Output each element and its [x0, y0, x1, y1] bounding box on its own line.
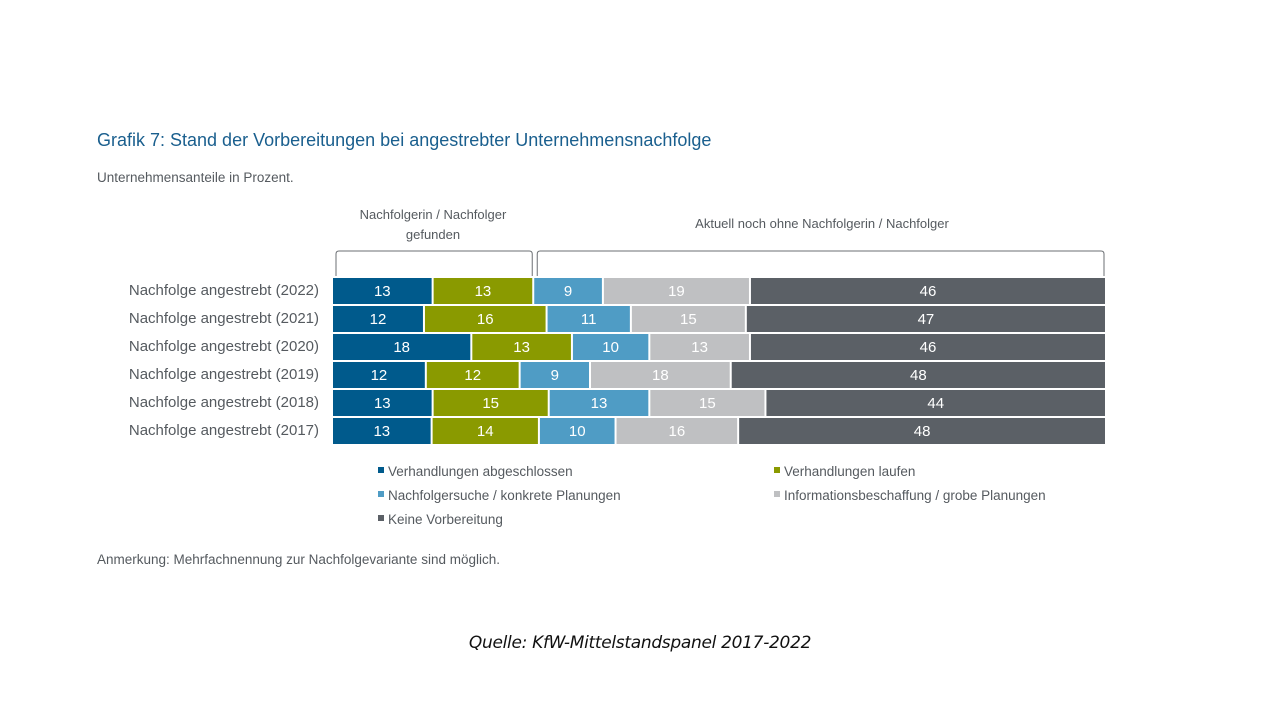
bar-segment	[333, 334, 471, 360]
bar-value-label: 12	[371, 367, 388, 384]
bar-segment	[333, 390, 432, 416]
bar-value-label: 15	[680, 311, 697, 328]
bar-segment	[549, 390, 649, 416]
bar-segment	[433, 278, 533, 304]
legend-item-3: Informationsbeschaffung / grobe Planunge…	[774, 488, 1046, 503]
bar-value-label: 48	[910, 367, 927, 384]
bar-segment	[572, 334, 649, 360]
bar-value-label: 19	[668, 283, 685, 300]
bar-value-label: 11	[581, 311, 597, 328]
source-caption: Quelle: KfW-Mittelstandspanel 2017-2022	[468, 633, 812, 653]
bar-value-label: 13	[475, 283, 492, 300]
bar-segment	[333, 362, 425, 388]
bar-value-label: 13	[373, 423, 390, 440]
bar-segment	[731, 362, 1105, 388]
bar-segment	[432, 418, 538, 444]
chart-title: Grafik 7: Stand der Vorbereitungen bei a…	[97, 130, 712, 150]
group-label-found-line2: gefunden	[405, 227, 461, 242]
legend-swatch	[774, 467, 780, 474]
group-label-not-found: Aktuell noch ohne Nachfolgerin / Nachfol…	[537, 214, 1107, 234]
bar-value-label: 15	[482, 395, 499, 412]
bar-segment	[750, 278, 1105, 304]
bar-value-label: 12	[370, 311, 387, 328]
bar-value-label: 14	[477, 423, 494, 440]
bar-segment	[333, 418, 431, 444]
bar-segment	[333, 278, 432, 304]
bar-segment	[750, 334, 1105, 360]
bar-value-label: 10	[602, 339, 619, 356]
bar-value-label: 16	[477, 311, 494, 328]
bar-segment	[426, 362, 519, 388]
bar-segment	[766, 390, 1105, 416]
row-label: Nachfolge angestrebt (2018)	[128, 394, 319, 411]
group-label-not-found-line1: Aktuell noch ohne Nachfolgerin / Nachfol…	[695, 216, 949, 231]
bar-value-label: 12	[464, 367, 481, 384]
bar-value-label: 18	[652, 367, 669, 384]
legend-item-1: Verhandlungen laufen	[774, 464, 915, 479]
legend-label: Verhandlungen laufen	[784, 464, 916, 479]
bar-segment	[424, 306, 546, 332]
bar-value-label: 18	[393, 339, 410, 356]
legend-label: Keine Vorbereitung	[388, 512, 503, 527]
bar-value-label: 10	[569, 423, 586, 440]
chart-note: Anmerkung: Mehrfachnennung zur Nachfolge…	[97, 552, 500, 567]
bar-segment	[739, 418, 1105, 444]
legend-swatch	[378, 515, 384, 522]
bar-value-label: 44	[927, 395, 944, 412]
legend-swatch	[378, 491, 384, 498]
legend-label: Verhandlungen abgeschlossen	[388, 464, 573, 479]
bar-segment	[333, 306, 423, 332]
bar-segment	[591, 362, 730, 388]
bar-segment	[650, 334, 749, 360]
legend-item-2: Nachfolgersuche / konkrete Planungen	[378, 488, 621, 503]
legend-label: Nachfolgersuche / konkrete Planungen	[388, 488, 621, 503]
bar-value-label: 13	[374, 395, 391, 412]
legend-item-0: Verhandlungen abgeschlossen	[378, 464, 573, 479]
bar-value-label: 15	[699, 395, 716, 412]
row-label: Nachfolge angestrebt (2017)	[128, 422, 319, 439]
group-label-found-line1: Nachfolgerin / Nachfolger	[359, 207, 507, 222]
bar-segment	[616, 418, 738, 444]
bar-value-label: 16	[669, 423, 686, 440]
bar-segment	[534, 278, 602, 304]
bar-value-label: 13	[513, 339, 530, 356]
legend-item-4: Keine Vorbereitung	[378, 512, 503, 527]
row-label: Nachfolge angestrebt (2022)	[128, 282, 319, 299]
bar-value-label: 13	[591, 395, 608, 412]
bar-value-label: 9	[551, 367, 559, 384]
bar-value-label: 47	[918, 311, 935, 328]
bar-segment	[547, 306, 630, 332]
legend-swatch	[774, 491, 780, 498]
bar-value-label: 46	[920, 283, 937, 300]
legend-swatch	[378, 467, 384, 474]
bar-segment	[631, 306, 745, 332]
bar-segment	[603, 278, 749, 304]
bar-value-label: 48	[914, 423, 931, 440]
bar-value-label: 13	[691, 339, 708, 356]
bar-value-label: 13	[374, 283, 391, 300]
row-label: Nachfolge angestrebt (2020)	[128, 338, 319, 355]
group-label-found: Nachfolgerin / Nachfolger gefunden	[333, 205, 533, 245]
row-label: Nachfolge angestrebt (2019)	[128, 366, 319, 383]
bar-value-label: 9	[564, 283, 572, 300]
legend-label: Informationsbeschaffung / grobe Planunge…	[784, 488, 1046, 503]
bar-segment	[520, 362, 589, 388]
bracket-not-found	[536, 250, 1105, 276]
bar-segment	[746, 306, 1105, 332]
row-label: Nachfolge angestrebt (2021)	[128, 310, 319, 327]
bar-segment	[539, 418, 615, 444]
bracket-found	[335, 250, 533, 276]
bar-segment	[433, 390, 548, 416]
chart-subtitle: Unternehmensanteile in Prozent.	[97, 170, 294, 185]
bar-value-label: 46	[920, 339, 937, 356]
bar-segment	[472, 334, 571, 360]
bar-segment	[650, 390, 765, 416]
